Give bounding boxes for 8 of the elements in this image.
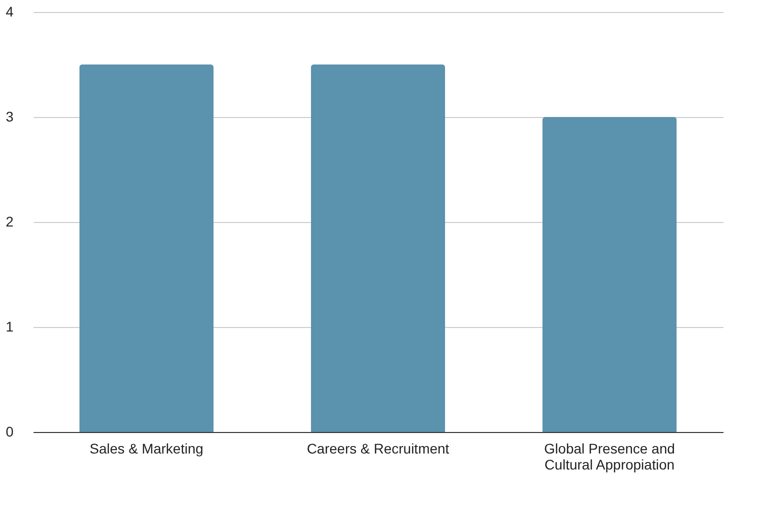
y-tick-label: 1 bbox=[6, 318, 14, 334]
y-tick-label: 2 bbox=[6, 214, 14, 230]
x-tick-label: Sales & Marketing bbox=[90, 440, 204, 456]
x-tick-label: Careers & Recruitment bbox=[306, 440, 450, 456]
y-tick-label: 0 bbox=[6, 424, 14, 440]
y-tick-label: 3 bbox=[6, 108, 14, 124]
y-tick-label: 4 bbox=[6, 4, 14, 20]
x-tick-label: Global Presence and Cultural Appropiation bbox=[544, 440, 675, 472]
